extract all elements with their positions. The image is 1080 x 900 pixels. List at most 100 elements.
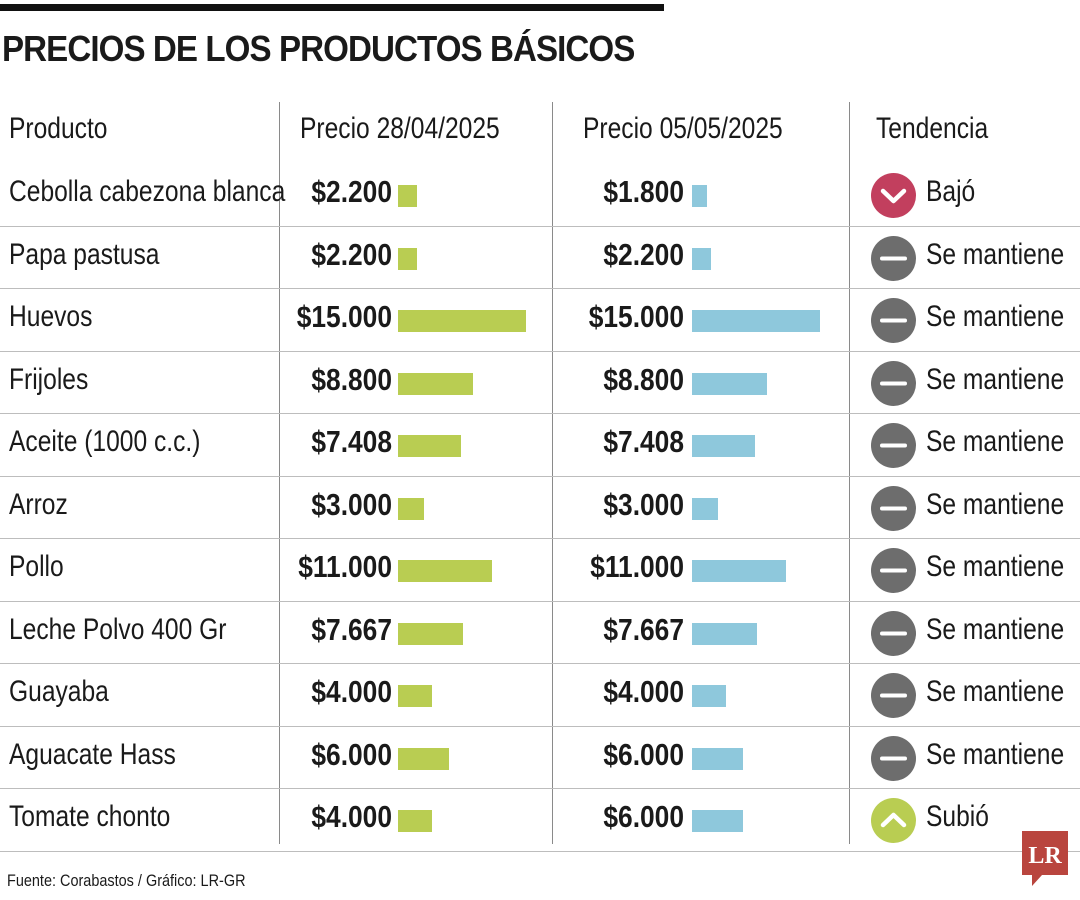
trend-label: Se mantiene	[926, 612, 1065, 646]
price-b-label: $15.000	[588, 299, 684, 334]
product-name: Cebolla cabezona blanca	[9, 175, 286, 208]
table-row: Papa pastusa $2.200 $2.200 Se mantiene	[0, 227, 1080, 289]
price-a-bar	[398, 435, 462, 457]
source-note: Fuente: Corabastos / Gráfico: LR-GR	[7, 871, 246, 890]
trend-label: Se mantiene	[926, 237, 1065, 271]
row-divider	[0, 725, 1080, 727]
trend-label: Se mantiene	[926, 362, 1065, 396]
price-a-label: $2.200	[311, 174, 392, 209]
price-b-label: $6.000	[603, 799, 684, 834]
price-b-bar	[692, 810, 744, 832]
product-name: Huevos	[9, 300, 93, 333]
price-b-bar	[692, 247, 711, 270]
product-name: Arroz	[9, 487, 68, 521]
column-divider	[552, 102, 553, 844]
price-b-label: $11.000	[590, 549, 684, 584]
price-b-label: $3.000	[603, 486, 684, 522]
trend-label: Se mantiene	[926, 737, 1065, 771]
row-divider	[0, 475, 1080, 477]
price-a-label: $7.667	[311, 611, 392, 647]
price-a-label: $4.000	[311, 799, 392, 834]
header-price-b: Precio 05/05/2025	[583, 112, 783, 145]
price-b-bar	[692, 685, 727, 707]
price-b-bar	[692, 622, 758, 645]
column-divider	[849, 102, 850, 844]
header-product: Producto	[9, 112, 108, 145]
table-row: Cebolla cabezona blanca $2.200 $1.800 Ba…	[0, 164, 1080, 227]
price-a-label: $4.000	[311, 674, 392, 709]
table-row: Aceite (1000 c.c.) $7.408 $7.408 Se mant…	[0, 414, 1080, 477]
price-a-label: $7.408	[311, 424, 392, 459]
lr-logo: LR	[1022, 831, 1068, 887]
trend-label: Se mantiene	[926, 300, 1065, 333]
price-b-bar	[692, 560, 786, 582]
price-b-bar	[692, 747, 744, 770]
trend-label: Se mantiene	[926, 675, 1065, 708]
price-a-bar	[398, 685, 433, 707]
trend-label: Se mantiene	[926, 487, 1065, 521]
price-a-label: $11.000	[298, 549, 392, 584]
table-row: Pollo $11.000 $11.000 Se mantiene	[0, 539, 1080, 602]
price-a-bar	[398, 247, 417, 270]
price-b-label: $6.000	[603, 736, 684, 772]
trend-same-icon	[871, 235, 916, 281]
row-divider	[0, 538, 1080, 539]
price-a-label: $3.000	[311, 486, 392, 522]
top-rule	[0, 4, 664, 11]
column-divider	[279, 102, 280, 844]
row-divider	[0, 850, 1080, 852]
trend-label: Subió	[926, 800, 989, 833]
product-name: Papa pastusa	[9, 237, 160, 271]
table-row: Leche Polvo 400 Gr $7.667 $7.667 Se mant…	[0, 602, 1080, 664]
product-name: Aguacate Hass	[9, 737, 176, 771]
trend-same-icon	[871, 548, 916, 593]
trend-label: Bajó	[926, 175, 976, 208]
price-b-bar	[692, 497, 718, 520]
row-divider	[0, 600, 1080, 602]
price-b-bar	[692, 310, 820, 332]
price-a-label: $2.200	[311, 236, 392, 272]
price-a-bar	[398, 560, 492, 582]
table-header: Producto Precio 28/04/2025 Precio 05/05/…	[0, 102, 1080, 164]
price-a-bar	[398, 310, 526, 332]
product-name: Aceite (1000 c.c.)	[9, 425, 201, 458]
table-row: Arroz $3.000 $3.000 Se mantiene	[0, 477, 1080, 539]
header-trend: Tendencia	[876, 112, 989, 145]
price-a-bar	[398, 747, 450, 770]
row-divider	[0, 225, 1080, 227]
product-name: Pollo	[9, 550, 64, 583]
price-b-bar	[692, 372, 768, 395]
trend-same-icon	[871, 423, 916, 468]
price-a-bar	[398, 185, 417, 207]
row-divider	[0, 413, 1080, 414]
table-row: Tomate chonto $4.000 $6.000 Subió	[0, 789, 1080, 852]
price-b-bar	[692, 185, 708, 207]
price-b-label: $8.800	[603, 361, 684, 397]
price-a-bar	[398, 810, 433, 832]
chart-title: PRECIOS DE LOS PRODUCTOS BÁSICOS	[2, 28, 635, 69]
trend-same-icon	[871, 485, 916, 531]
header-price-a: Precio 28/04/2025	[300, 112, 500, 145]
trend-same-icon	[871, 298, 916, 343]
product-name: Frijoles	[9, 362, 89, 396]
price-b-label: $4.000	[603, 674, 684, 709]
logo-text: LR	[1028, 843, 1062, 869]
price-b-label: $7.667	[603, 611, 684, 647]
table-row: Frijoles $8.800 $8.800 Se mantiene	[0, 352, 1080, 414]
price-a-bar	[398, 497, 424, 520]
trend-down-icon	[871, 173, 916, 218]
price-b-label: $7.408	[603, 424, 684, 459]
trend-same-icon	[871, 673, 916, 718]
row-divider	[0, 663, 1080, 664]
trend-same-icon	[871, 360, 916, 406]
price-a-label: $8.800	[311, 361, 392, 397]
trend-same-icon	[871, 610, 916, 656]
trend-same-icon	[871, 735, 916, 781]
price-a-bar	[398, 622, 464, 645]
table-row: Huevos $15.000 $15.000 Se mantiene	[0, 289, 1080, 352]
product-name: Guayaba	[9, 675, 109, 708]
trend-label: Se mantiene	[926, 550, 1065, 583]
row-divider	[0, 350, 1080, 352]
price-b-label: $1.800	[603, 174, 684, 209]
row-divider	[0, 788, 1080, 789]
